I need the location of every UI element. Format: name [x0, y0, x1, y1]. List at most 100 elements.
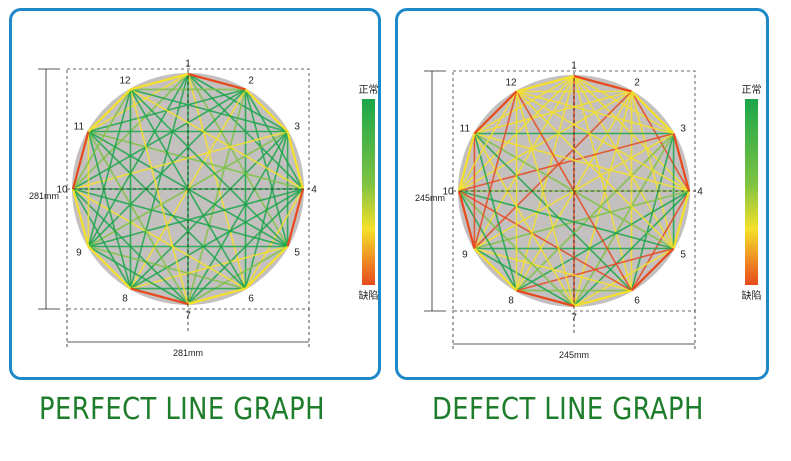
node-label-6: 6: [634, 296, 640, 307]
graph-edge-8-11: [473, 133, 518, 291]
graph-edge-5-12: [129, 88, 289, 248]
color-scale-bottom-label: 缺陷: [359, 289, 379, 302]
graph-edge-3-10: [72, 130, 288, 190]
graph-edge-2-7: [573, 91, 633, 307]
graph-edge-8-10: [72, 188, 132, 289]
graph-edge-5-10: [458, 190, 674, 250]
perimeter-edge-11: [473, 90, 518, 135]
graph-edge-1-8: [129, 73, 189, 289]
node-label-3: 3: [680, 124, 686, 135]
node-label-4: 4: [311, 185, 317, 196]
graph-edge-5-10: [72, 188, 288, 248]
node-label-10: 10: [56, 185, 68, 196]
graph-edge-4-9: [88, 188, 304, 248]
graph-edge-1-8: [515, 75, 575, 291]
graph-edge-7-11: [473, 133, 575, 307]
graph-edge-7-9: [88, 245, 189, 305]
node-label-9: 9: [462, 250, 468, 261]
color-scale-bar: [362, 99, 375, 285]
perfect-graph-panel: 1 2 3 4 5 6 7 8 9 10 11 12 281mm 281mm 正常 缺陷: [9, 8, 381, 380]
graph-edge-6-11: [87, 130, 247, 290]
graph-edge-6-10: [458, 190, 632, 292]
perimeter-edge-3: [672, 133, 691, 192]
node-label-12: 12: [119, 75, 131, 86]
node-label-1: 1: [571, 61, 577, 72]
graph-edge-2-7: [187, 89, 247, 305]
graph-edge-8-10: [458, 190, 518, 291]
graph-edge-7-9: [474, 247, 575, 307]
perimeter-edge-8: [473, 247, 518, 292]
graph-edge-4-9: [474, 190, 690, 250]
perimeter-edge-10: [71, 131, 90, 190]
node-label-8: 8: [508, 296, 514, 307]
perimeter-edge-12: [130, 72, 189, 91]
perimeter-edge-1: [187, 72, 246, 91]
graph-edge-10-12: [458, 91, 518, 192]
perimeter-edge-6: [187, 287, 246, 306]
node-label-11: 11: [460, 124, 471, 135]
node-label-7: 7: [185, 311, 191, 322]
node-label-8: 8: [122, 294, 128, 305]
graph-edge-7-11: [87, 131, 189, 305]
perimeter-edge-7: [130, 287, 189, 306]
perimeter-edge-4: [672, 190, 691, 249]
graph-edge-4-11: [88, 130, 304, 190]
perimeter-edge-12: [516, 74, 575, 93]
node-label-3: 3: [294, 122, 300, 133]
node-label-2: 2: [248, 75, 254, 86]
defect-graph-caption: DEFECT LINE GRAPH: [432, 392, 704, 427]
defect-graph-panel: 1 2 3 4 5 6 7 8 9 10 11 12 245mm 245mm 正常 缺陷: [395, 8, 769, 380]
graph-edge-2-9: [87, 88, 247, 248]
node-label-12: 12: [505, 77, 517, 88]
node-label-10: 10: [442, 187, 454, 198]
perimeter-edge-11: [87, 88, 132, 133]
graph-edge-7-12: [515, 91, 575, 307]
perimeter-edge-6: [573, 289, 632, 308]
height-dimension-label: 281mm: [29, 191, 59, 201]
perimeter-edge-4: [286, 188, 305, 247]
graph-edge-1-6: [573, 75, 633, 291]
color-scale-bar: [745, 99, 758, 285]
graph-edge-1-6: [187, 73, 247, 289]
perimeter-edge-2: [244, 88, 289, 133]
height-dimension-label: 245mm: [415, 193, 445, 203]
node-label-6: 6: [248, 294, 254, 305]
perimeter-edge-9: [457, 190, 476, 249]
node-label-11: 11: [74, 122, 85, 133]
node-label-4: 4: [697, 187, 703, 198]
graph-edge-3-12: [130, 88, 288, 133]
perimeter-edge-5: [244, 245, 289, 290]
perimeter-edge-3: [286, 131, 305, 190]
perimeter-edge-2: [630, 90, 675, 135]
graph-edge-4-12: [130, 88, 304, 190]
graph-edge-7-12: [129, 89, 189, 305]
graph-edge-3-12: [516, 90, 674, 135]
perimeter-edge-10: [457, 133, 476, 192]
width-dimension-label: 281mm: [173, 348, 203, 358]
graph-edge-10-12: [72, 89, 132, 190]
graph-edge-6-10: [72, 188, 246, 290]
perimeter-edge-9: [71, 188, 90, 247]
node-label-9: 9: [76, 248, 82, 259]
perimeter-edge-1: [573, 74, 632, 93]
node-label-2: 2: [634, 77, 640, 88]
perfect-graph-caption: PERFECT LINE GRAPH: [39, 392, 325, 427]
width-dimension-label: 245mm: [559, 350, 589, 360]
graph-edge-9-12: [87, 89, 132, 247]
graph-edge-3-8: [129, 130, 289, 290]
graph-edge-4-11: [474, 132, 690, 192]
graph-edge-9-12: [473, 91, 518, 249]
perimeter-edge-7: [516, 289, 575, 308]
graph-edge-8-11: [87, 131, 132, 289]
graph-edge-6-11: [473, 132, 633, 292]
graph-edge-3-8: [515, 132, 675, 292]
graph-edge-4-12: [516, 90, 690, 192]
graph-edge-5-12: [515, 90, 675, 250]
perimeter-edge-8: [87, 245, 132, 290]
node-label-1: 1: [185, 59, 191, 70]
graph-edge-3-10: [458, 132, 674, 192]
color-scale-top-label: 正常: [359, 83, 379, 96]
node-label-5: 5: [680, 250, 686, 261]
